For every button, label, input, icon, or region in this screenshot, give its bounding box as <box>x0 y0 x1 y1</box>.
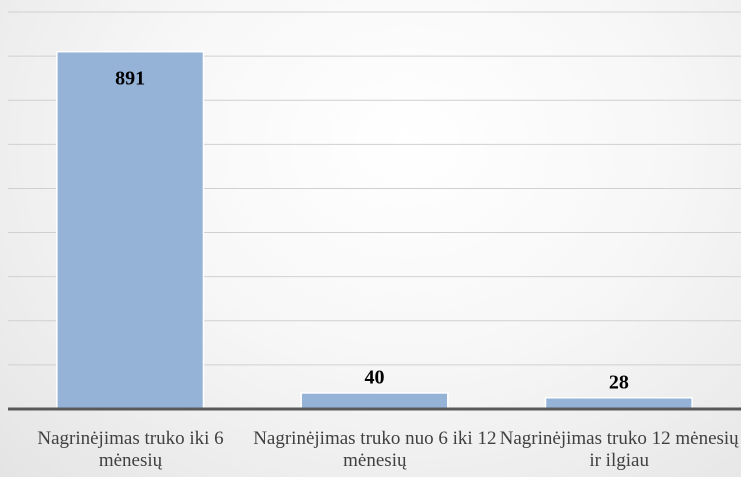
data-label: 28 <box>609 371 629 393</box>
bar <box>544 397 693 410</box>
x-tick-label: Nagrinėjimas truko 12 mėnesių ir ilgiau <box>499 428 739 471</box>
bar <box>300 392 449 410</box>
data-label: 891 <box>115 67 145 89</box>
bar <box>56 50 205 410</box>
x-tick-label: Nagrinėjimas truko iki 6 mėnesių <box>37 428 224 471</box>
data-label: 40 <box>365 367 385 389</box>
x-tick-label: Nagrinėjimas truko nuo 6 iki 12 mėnesių <box>253 428 497 471</box>
